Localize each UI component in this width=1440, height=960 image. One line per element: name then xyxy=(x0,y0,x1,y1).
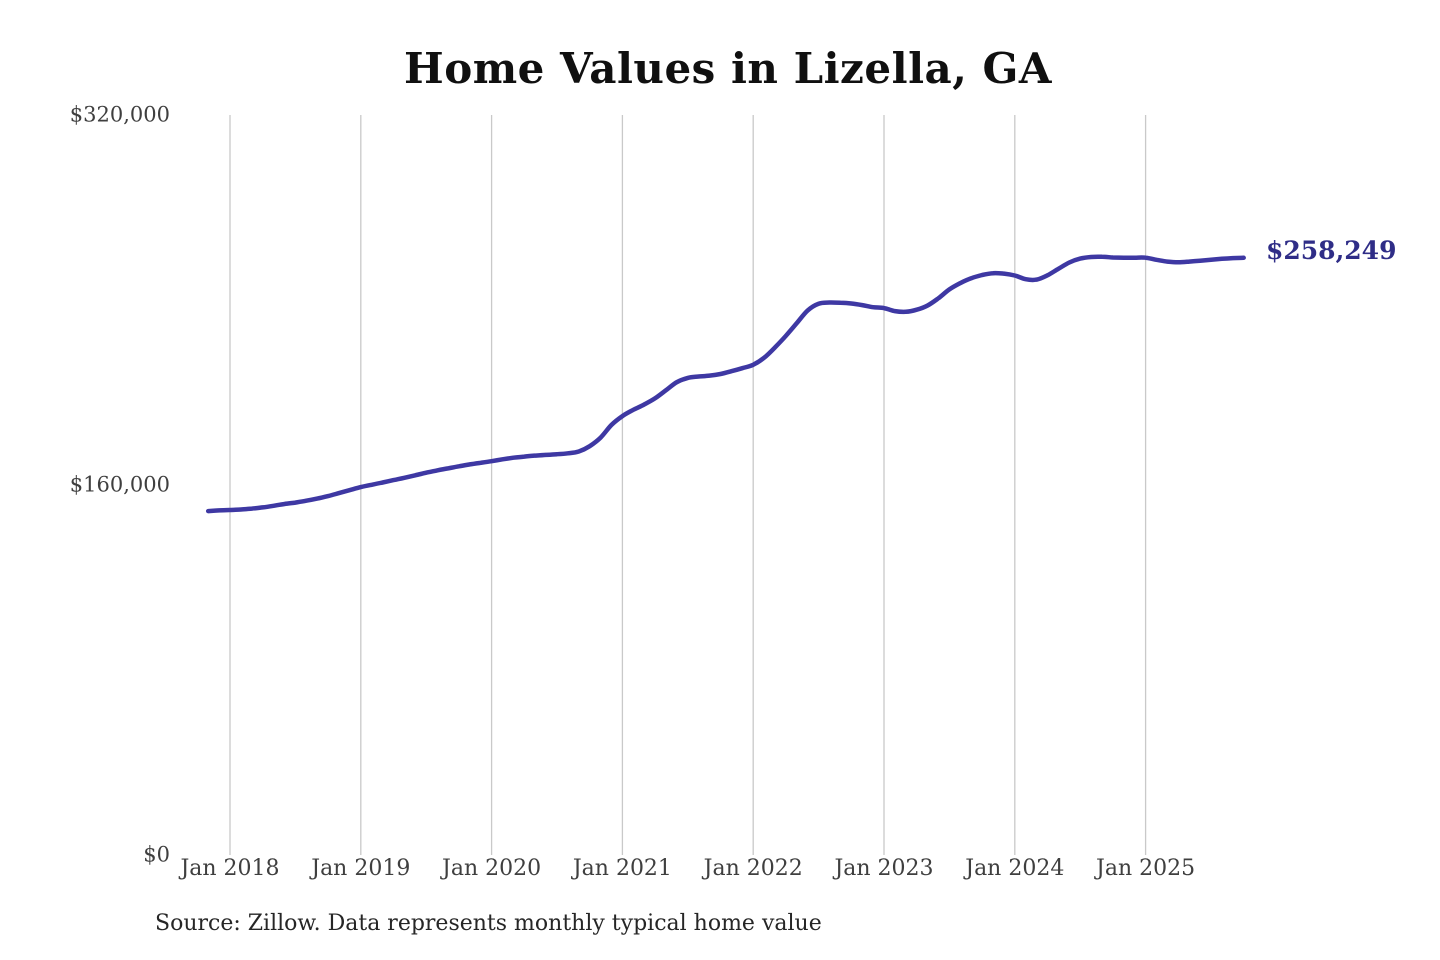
x-tick-label: Jan 2021 xyxy=(572,856,672,881)
source-note: Source: Zillow. Data represents monthly … xyxy=(155,911,822,936)
x-tick-label: Jan 2018 xyxy=(180,856,280,881)
end-value-label: $258,249 xyxy=(1266,236,1397,265)
x-tick-label: Jan 2024 xyxy=(965,856,1065,881)
home-value-line xyxy=(205,254,1246,514)
x-tick-label: Jan 2020 xyxy=(442,856,542,881)
y-tick-label: $0 xyxy=(143,842,170,867)
x-tick-label: Jan 2022 xyxy=(703,856,803,881)
chart-title: Home Values in Lizella, GA xyxy=(404,44,1052,93)
x-tick-label: Jan 2019 xyxy=(311,856,411,881)
y-tick-label: $320,000 xyxy=(69,102,170,127)
x-tick-label: Jan 2023 xyxy=(834,856,934,881)
x-tick-label: Jan 2025 xyxy=(1096,856,1196,881)
y-tick-label: $160,000 xyxy=(69,472,170,497)
